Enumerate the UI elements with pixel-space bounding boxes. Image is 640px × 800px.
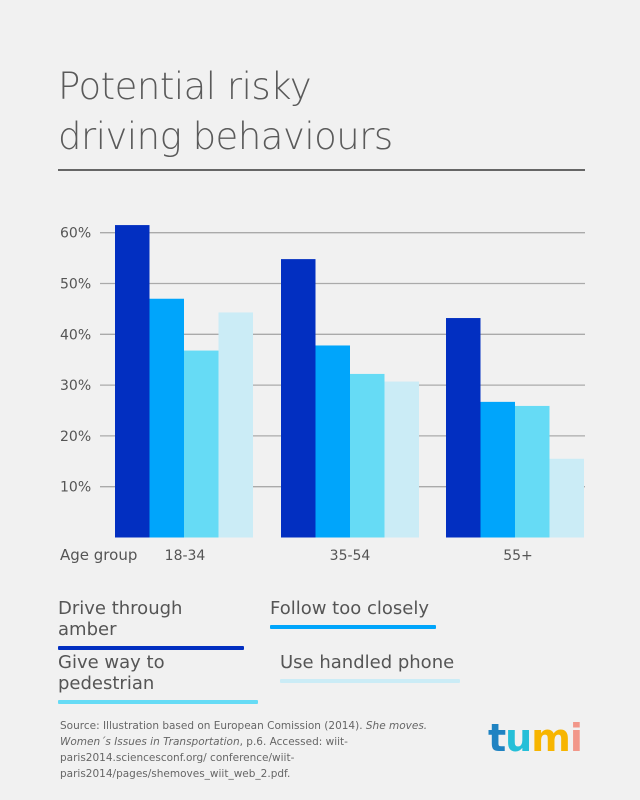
bar-give-way-to-pedestrian <box>184 350 219 538</box>
source-note: Source: Illustration based on European C… <box>60 718 460 782</box>
bar-follow-too-closely <box>149 298 184 538</box>
logo-letter: t <box>488 716 506 760</box>
logo-letter: i <box>569 716 583 760</box>
bar-use-handled-phone <box>384 381 419 538</box>
source-prefix: Source: Illustration based on European C… <box>60 720 366 732</box>
y-tick-label: 10% <box>60 480 91 496</box>
legend-label: Give way to pedestrian <box>58 652 165 694</box>
y-tick-label: 50% <box>60 277 91 293</box>
y-tick-label: 40% <box>60 327 91 343</box>
logo-letter: m <box>531 716 571 760</box>
logo-letter: u <box>505 716 532 760</box>
bar-use-handled-phone <box>218 312 253 538</box>
category-label: 35-54 <box>330 548 371 564</box>
category-label: 55+ <box>503 548 533 564</box>
bar-give-way-to-pedestrian <box>350 373 385 538</box>
bar-follow-too-closely <box>315 345 350 538</box>
legend-item: Follow too closely <box>270 598 436 629</box>
bar-drive-through-amber <box>446 318 481 538</box>
legend-item: Use handled phone <box>280 652 460 683</box>
bar-drive-through-amber <box>281 259 316 538</box>
bar-chart: 10% 20% 30% 40% 50% 60% Age group 18-34 35-54 55+ <box>60 225 585 564</box>
y-tick-label: 20% <box>60 429 91 445</box>
tumi-logo: tumi <box>488 716 583 760</box>
bar-follow-too-closely <box>480 401 515 538</box>
bar-use-handled-phone <box>549 458 584 538</box>
legend-swatch <box>280 679 460 683</box>
legend-item: Drive through amber <box>58 598 244 650</box>
source-suffix: , p.6. Accessed: wiit-paris2014.sciences… <box>60 736 348 780</box>
legend-label: Follow too closely <box>270 598 430 619</box>
source-title: She moves. Women´s Issues in Transportat… <box>60 720 428 748</box>
title-divider <box>58 169 585 171</box>
bar-drive-through-amber <box>115 225 150 538</box>
category-label: 18-34 <box>165 548 206 564</box>
y-tick-label: 30% <box>60 378 91 394</box>
y-tick-label: 60% <box>60 226 91 242</box>
legend-label: Use handled phone <box>280 652 455 673</box>
legend-label: Drive through amber <box>58 598 183 640</box>
bar-give-way-to-pedestrian <box>515 405 550 538</box>
legend-item: Give way to pedestrian <box>58 652 258 704</box>
title-line-2: driving behaviours <box>58 115 393 158</box>
title-line-1: Potential risky <box>58 65 312 108</box>
legend-swatch <box>58 700 258 704</box>
legend-swatch <box>58 646 244 650</box>
page-title: Potential risky driving behaviours <box>58 62 393 162</box>
x-axis-label: Age group <box>60 546 137 564</box>
legend-swatch <box>270 625 436 629</box>
